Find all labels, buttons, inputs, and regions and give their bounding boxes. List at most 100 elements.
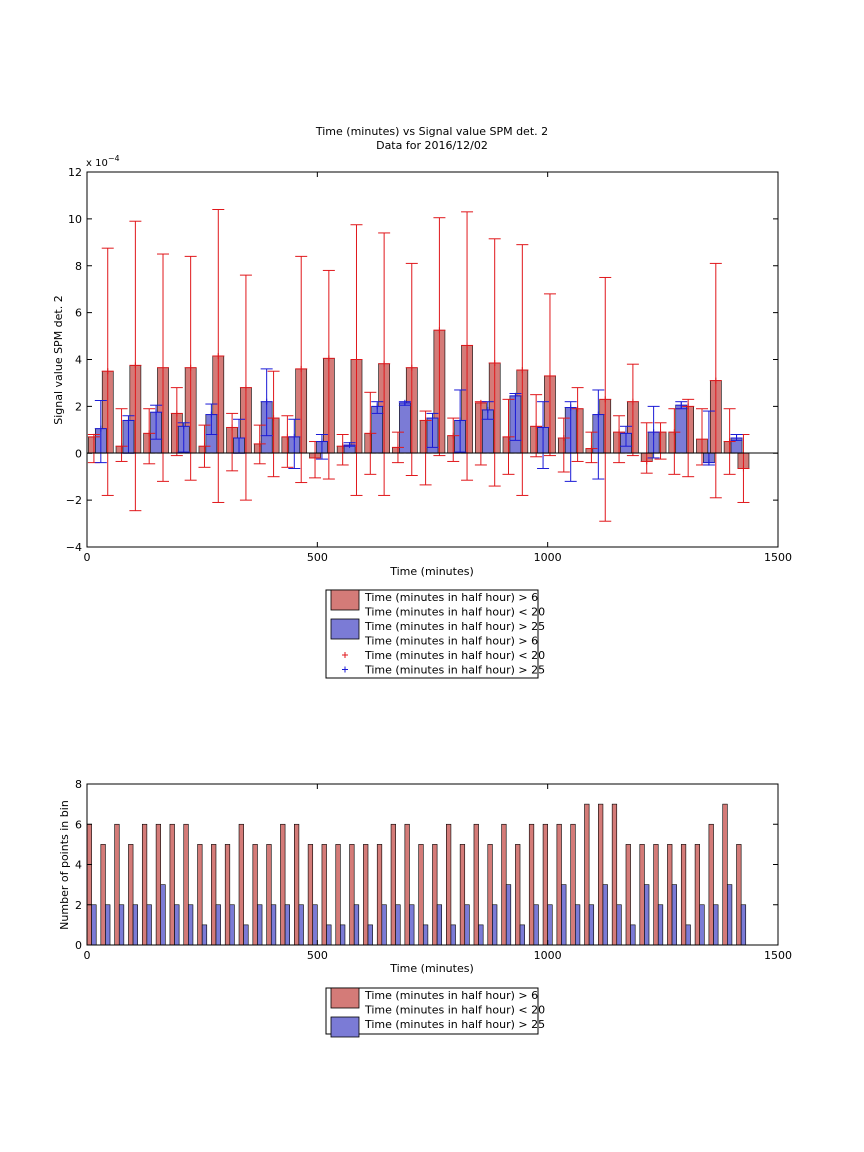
x-tick-label: 500 (307, 551, 328, 564)
count-bar-red (114, 823, 120, 946)
legend-entry: Time (minutes in half hour) < 20 (364, 1004, 545, 1017)
error-bar-blue (398, 399, 411, 406)
count-bar-blue (270, 904, 277, 946)
error-bar-red (350, 224, 363, 496)
error-bar-red (157, 253, 170, 482)
error-bar-blue (730, 434, 743, 442)
legend-entry: Time (minutes in half hour) > 6 (364, 635, 538, 648)
y-tick-label: 10 (68, 213, 82, 226)
count-bar-blue (533, 904, 539, 946)
count-bar-blue (340, 924, 346, 946)
count-bar-blue (616, 904, 622, 946)
error-bar-red (737, 434, 750, 503)
y-tick-label: −2 (66, 494, 82, 507)
count-bar-red (667, 844, 673, 946)
y-tick-label: 0 (75, 447, 82, 460)
error-bar-red (101, 247, 114, 496)
count-bar-red (404, 823, 410, 946)
legend-swatch (330, 589, 360, 611)
legend-entry: Time (minutes in half hour) < 20 (342, 649, 545, 662)
error-bar-blue (675, 401, 688, 410)
error-bar-red (613, 415, 626, 464)
count-ylabel: Number of points in bin (58, 800, 71, 930)
count-bar-red (418, 844, 424, 946)
x-tick-label: 1000 (534, 949, 562, 962)
signal-chart: 0 500 1000 1500 −4 −2 0 2 4 6 8 10 12 x 10−4 Time (m… (52, 154, 792, 578)
signal-y-exponent: x 10−4 (86, 154, 120, 169)
count-bar-blue (257, 904, 263, 946)
legend-marker (342, 666, 348, 673)
count-bar-blue (367, 924, 373, 946)
legend-label: Time (minutes in half hour) < 20 (364, 606, 545, 619)
y-tick-label: 6 (75, 818, 82, 831)
error-bar-red (530, 394, 543, 458)
legend-label: Time (minutes in half hour) > 6 (364, 989, 538, 1002)
count-bar-blue (519, 924, 525, 946)
signal-legend-box (325, 589, 539, 679)
error-bar-blue (288, 418, 301, 469)
count-bar-red (528, 823, 535, 946)
count-bar-blue (160, 884, 166, 946)
count-bar-red (183, 823, 189, 946)
legend-label: Time (minutes in half hour) > 25 (364, 620, 545, 633)
error-bar-blue (592, 389, 605, 480)
count-bar-red (335, 844, 341, 946)
x-tick-label: 1000 (534, 551, 562, 564)
count-bar-red (639, 844, 645, 946)
error-bar-red (599, 276, 612, 522)
count-bar-red (211, 844, 217, 946)
legend-label: Time (minutes in half hour) < 20 (364, 1004, 545, 1017)
legend-swatch (330, 987, 360, 1009)
count-bar-blue (243, 924, 249, 946)
y-tick-label: −4 (66, 541, 82, 554)
count-bar-red (542, 823, 548, 946)
count-bar-blue (478, 924, 484, 946)
error-bar-red (184, 255, 197, 481)
legend-entry: Time (minutes in half hour) < 20 (364, 606, 545, 619)
error-bar-red (336, 434, 349, 466)
chart-title-line2: Data for 2016/12/02 (376, 139, 488, 152)
error-bar-red (212, 209, 225, 503)
chart-title-line1: Time (minutes) vs Signal value SPM det. … (315, 125, 548, 138)
count-bar-red (625, 844, 631, 946)
count-bar-red (266, 844, 272, 946)
error-bar-red (226, 412, 239, 472)
count-bar-blue (602, 884, 608, 946)
signal-bar-blue (399, 402, 411, 454)
count-bar-blue (105, 904, 111, 946)
count-bar-blue (630, 924, 636, 946)
error-bar-red (391, 431, 404, 464)
error-bar-blue (343, 442, 356, 449)
error-bar-blue (315, 434, 328, 460)
error-bar-red (682, 398, 695, 478)
count-bar-red (141, 823, 148, 946)
count-bar-red (694, 844, 700, 946)
count-bar-blue (547, 904, 553, 946)
legend-swatch (330, 1016, 360, 1038)
count-bar-blue (174, 904, 180, 946)
count-bar-blue (727, 884, 733, 946)
count-bar-blue (201, 924, 208, 946)
count-bar-blue (312, 904, 318, 946)
count-bar-red (708, 823, 714, 946)
count-bar-red (501, 823, 507, 946)
count-bar-blue (713, 904, 719, 946)
count-bar-red (86, 823, 92, 946)
error-bar-blue (454, 389, 467, 453)
error-bar-red (447, 417, 460, 462)
error-bar-blue (481, 401, 494, 420)
error-bar-red (626, 363, 639, 457)
count-bar-red (293, 823, 300, 946)
count-xlabel: Time (minutes) (389, 962, 474, 975)
signal-bar-blue (675, 404, 688, 454)
error-bar-red (143, 408, 156, 465)
count-bar-blue (326, 924, 332, 946)
y-tick-label: 12 (68, 166, 82, 179)
error-bar-blue (619, 425, 632, 447)
legend-label: Time (minutes in half hour) > 6 (364, 591, 538, 604)
count-bar-red (363, 844, 369, 946)
error-bar-red (267, 370, 280, 478)
error-bar-blue (564, 401, 577, 482)
count-bar-blue (575, 904, 581, 946)
